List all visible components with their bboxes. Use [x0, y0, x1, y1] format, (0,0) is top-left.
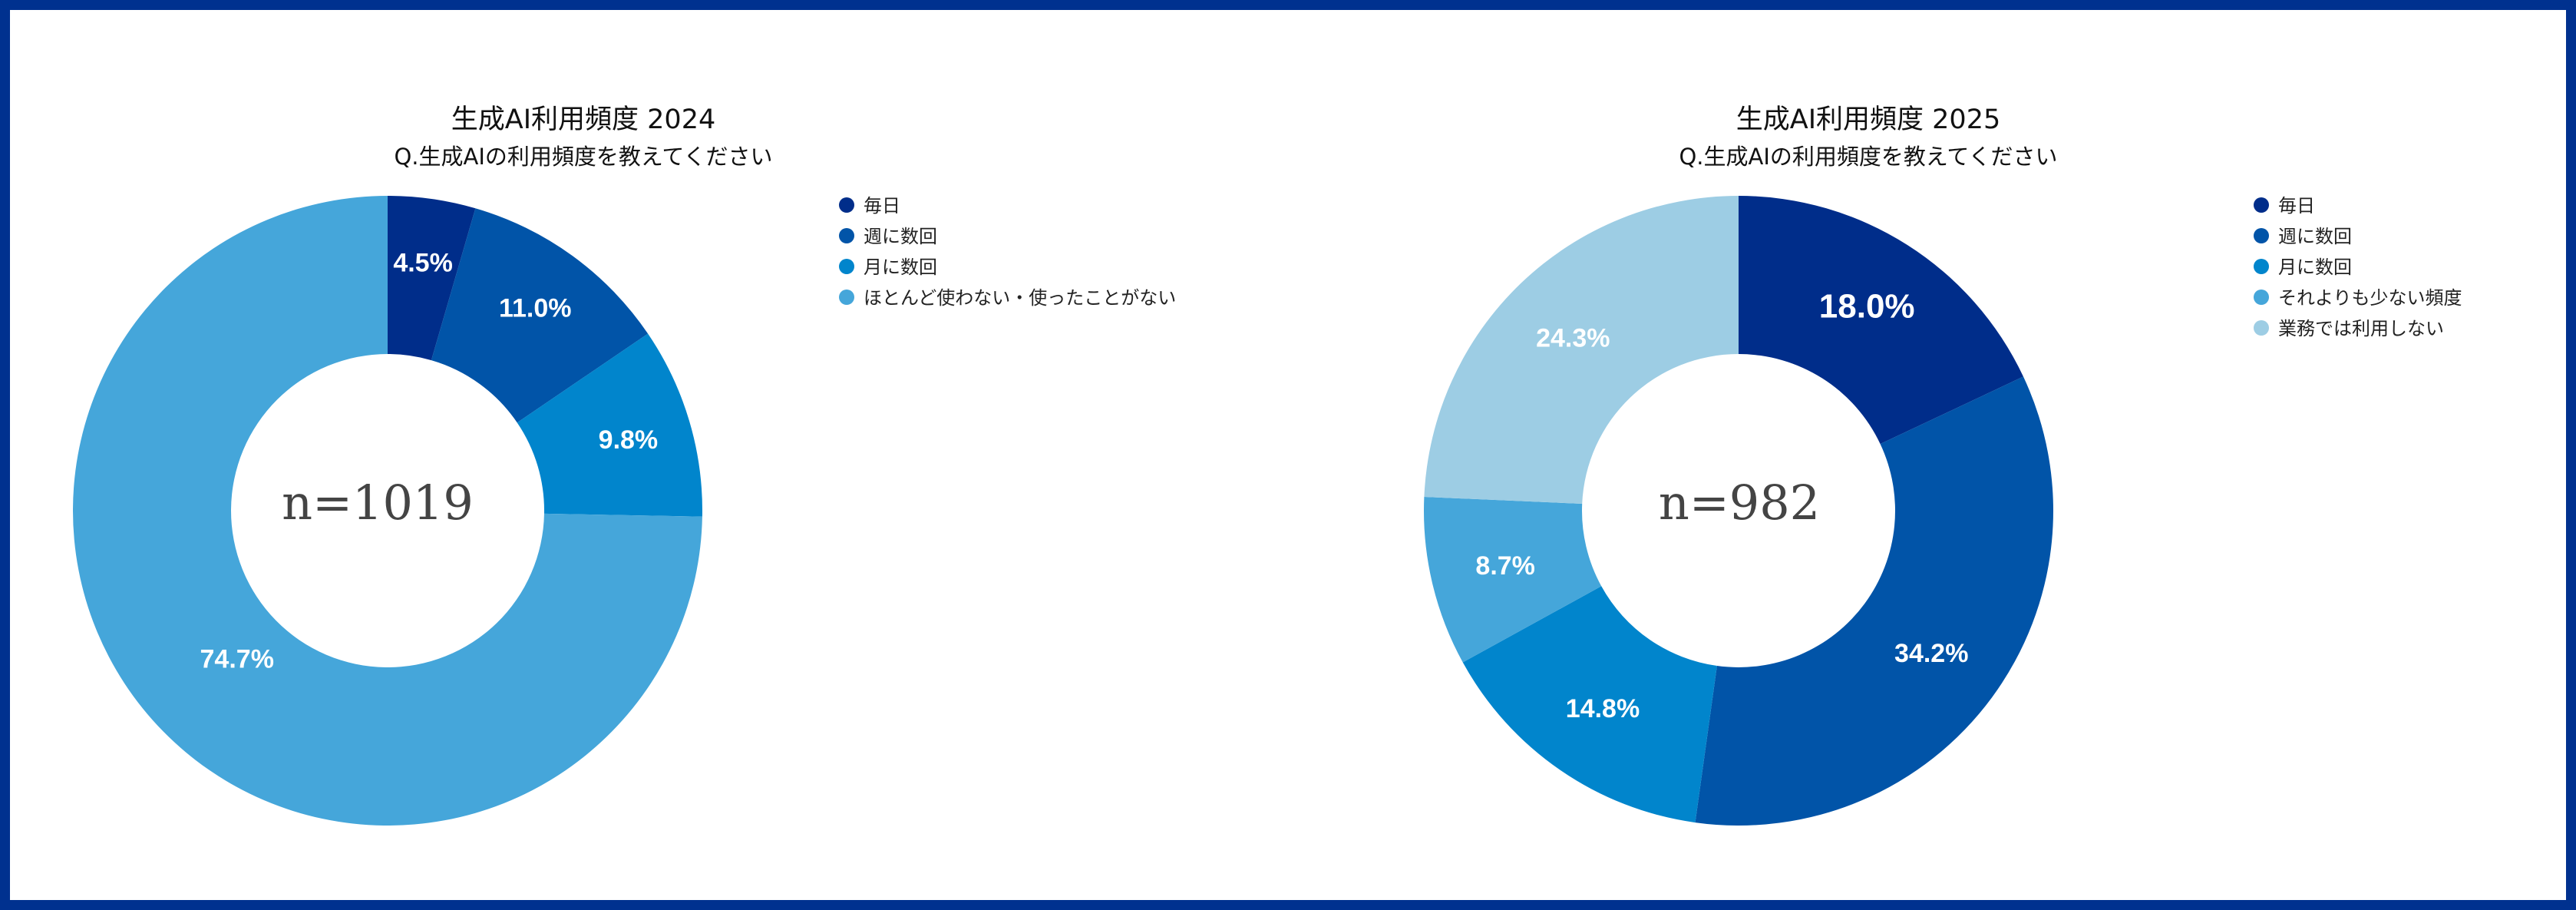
- legend-swatch: [839, 290, 854, 305]
- chart-subtitle: Q.生成AIの利用頻度を教えてください: [394, 144, 772, 170]
- chart-subtitle: Q.生成AIの利用頻度を教えてください: [1679, 144, 2057, 170]
- chart-2024: 生成AI利用頻度 2024 Q.生成AIの利用頻度を教えてください 4.5% 11…: [73, 104, 1176, 826]
- slice-value-label: 14.8%: [1566, 694, 1640, 723]
- legend-swatch: [2254, 320, 2269, 336]
- legend-label: 月に数回: [864, 256, 937, 278]
- slice-value-label: 74.7%: [200, 645, 274, 674]
- sample-size-label: n=1019: [282, 475, 474, 531]
- donut-slice: [431, 208, 649, 423]
- donut-slice: [73, 196, 702, 826]
- legend-swatch: [2254, 197, 2269, 213]
- slice-value-label: 34.2%: [1894, 639, 1968, 668]
- slice-value-label: 24.3%: [1536, 324, 1610, 353]
- legend-swatch: [2254, 228, 2269, 243]
- slice-value-label: 9.8%: [599, 425, 659, 455]
- legend-label: それよりも少ない頻度: [2278, 287, 2462, 309]
- donut-slices: [73, 196, 702, 826]
- slice-value-label: 11.0%: [499, 293, 572, 323]
- slice-value-label: 18.0%: [1819, 288, 1915, 326]
- legend-swatch: [2254, 290, 2269, 305]
- legend-label: 月に数回: [2278, 256, 2352, 278]
- donut-slice: [1423, 496, 1602, 663]
- chart-2025: 生成AI利用頻度 2025 Q.生成AIの利用頻度を教えてください 18.0% 3…: [1423, 104, 2462, 826]
- slice-value-label: 8.7%: [1475, 551, 1535, 581]
- legend-label: ほとんど使わない・使ったことがない: [864, 287, 1176, 309]
- donut-slice: [517, 333, 702, 517]
- donut-slice: [1424, 196, 1739, 505]
- legend-swatch: [2254, 259, 2269, 274]
- donut-slice: [1739, 196, 2023, 445]
- legend-swatch: [839, 259, 854, 274]
- legend-label: 毎日: [2278, 195, 2315, 217]
- donut-slice: [1695, 376, 2053, 826]
- legend-label: 毎日: [864, 195, 900, 217]
- legend-label: 週に数回: [864, 226, 937, 247]
- slice-value-label: 4.5%: [393, 248, 453, 277]
- donut-slice: [1462, 586, 1717, 823]
- legend-swatch: [839, 228, 854, 243]
- legend-swatch: [839, 197, 854, 213]
- chart-title: 生成AI利用頻度 2025: [1736, 104, 2000, 135]
- slice-labels: 4.5% 11.0% 9.8% 74.7%: [200, 248, 659, 673]
- donut-slice: [388, 196, 476, 361]
- slice-labels: 18.0% 34.2% 14.8% 8.7% 24.3%: [1475, 288, 1968, 723]
- legend-label: 業務では利用しない: [2278, 318, 2444, 339]
- sample-size-label: n=982: [1659, 475, 1820, 531]
- chart-title: 生成AI利用頻度 2024: [451, 104, 715, 135]
- legend-label: 週に数回: [2278, 226, 2352, 247]
- donut-slices: [1423, 196, 2053, 826]
